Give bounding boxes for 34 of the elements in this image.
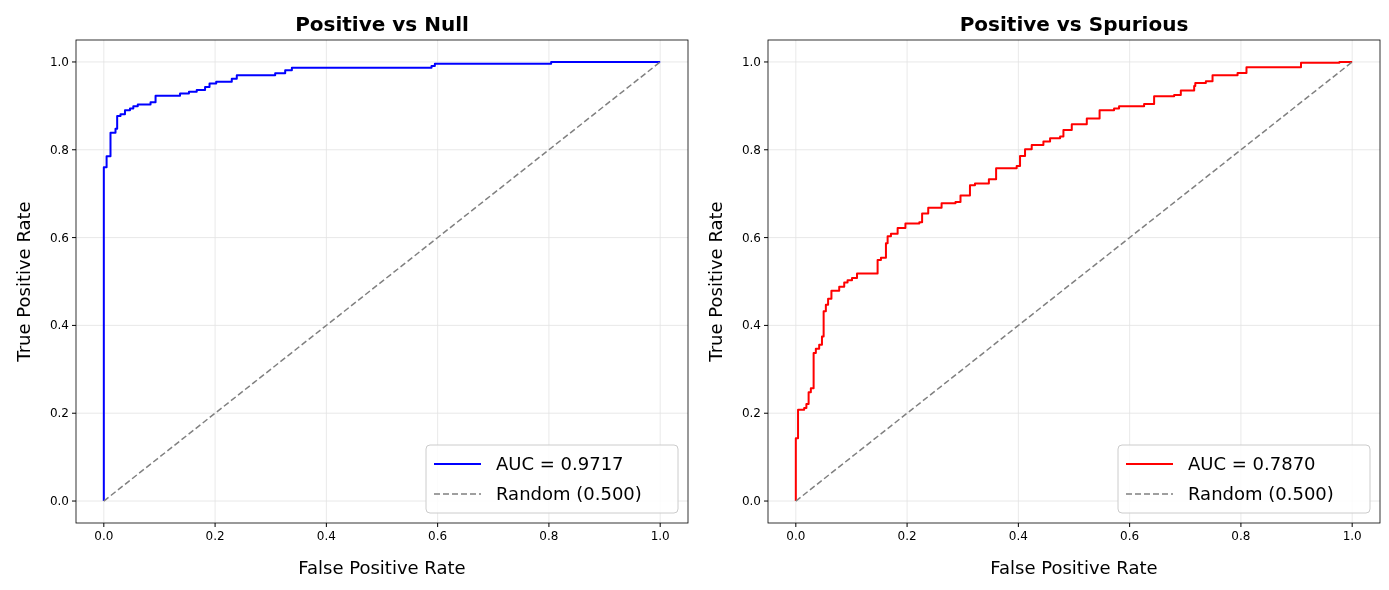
x-axis-title: False Positive Rate — [990, 557, 1158, 578]
y-tick-label: 1.0 — [49, 54, 69, 69]
x-tick-label: 0.4 — [316, 529, 336, 543]
legend-label: Random (0.500) — [496, 483, 642, 504]
x-tick-label: 0.6 — [1120, 529, 1140, 543]
y-tick-label: 0.4 — [741, 318, 761, 333]
chart-title: Positive vs Null — [295, 12, 469, 36]
chart-title: Positive vs Spurious — [959, 12, 1189, 36]
y-tick-label: 1.0 — [741, 54, 761, 69]
legend-label: AUC = 0.7870 — [1188, 453, 1316, 474]
y-tick-label: 0.6 — [49, 230, 69, 245]
x-tick-label: 0.2 — [205, 529, 225, 543]
y-tick-label: 0.2 — [49, 406, 69, 421]
x-tick-label: 0.6 — [428, 529, 448, 543]
x-tick-label: 0.4 — [1008, 529, 1028, 543]
legend-label: AUC = 0.9717 — [496, 453, 624, 474]
y-tick-label: 0.6 — [741, 230, 761, 245]
x-tick-label: 0.8 — [1231, 529, 1251, 543]
x-tick-label: 0.0 — [94, 529, 114, 543]
y-axis-title: True Positive Rate — [13, 201, 34, 363]
y-tick-label: 0.0 — [49, 494, 69, 509]
y-tick-label: 0.4 — [49, 318, 69, 333]
y-tick-label: 0.0 — [741, 494, 761, 509]
x-tick-label: 0.8 — [539, 529, 559, 543]
y-tick-label: 0.8 — [49, 142, 69, 157]
x-tick-label: 1.0 — [650, 529, 670, 543]
y-tick-label: 0.2 — [741, 406, 761, 421]
legend-label: Random (0.500) — [1188, 483, 1334, 504]
x-axis-title: False Positive Rate — [298, 557, 466, 578]
x-tick-label: 1.0 — [1342, 529, 1362, 543]
x-tick-label: 0.0 — [786, 529, 806, 543]
y-axis-title: True Positive Rate — [705, 201, 726, 363]
y-tick-label: 0.8 — [741, 142, 761, 157]
x-tick-label: 0.2 — [897, 529, 917, 543]
